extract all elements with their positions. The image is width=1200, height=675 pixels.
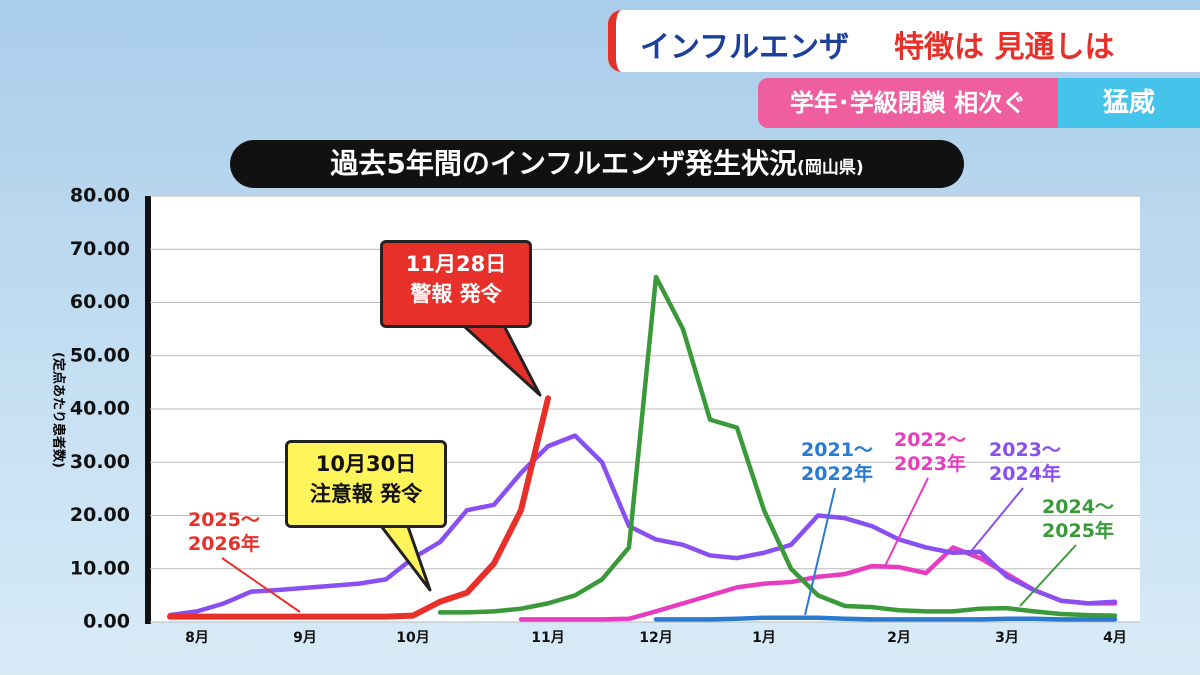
x-tick-label: 12月 [639, 630, 672, 646]
series-line [167, 433, 1118, 618]
x-tick-label: 10月 [396, 630, 429, 646]
leader-line [804, 487, 836, 616]
headline: インフルエンザ [640, 30, 850, 65]
headline-bar: インフルエンザ 特徴は 見通しは [608, 10, 1200, 72]
y-tick-label: 20.00 [70, 504, 130, 526]
y-tick-label: 70.00 [70, 238, 130, 260]
x-tick-label: 9月 [293, 630, 317, 646]
tag: 猛威 [1058, 78, 1200, 128]
leader-line [884, 477, 929, 567]
series-label: 2024～ 2025年 [1042, 496, 1114, 542]
chart-title-bar: 過去5年間のインフルエンザ発生状況(岡山県) [230, 140, 964, 188]
x-tick-label: 1月 [752, 630, 776, 646]
x-tick-label: 2月 [887, 630, 911, 646]
chart-subtitle: (岡山県) [797, 158, 864, 178]
leader-line [1019, 544, 1077, 607]
headline-sub: 特徴は 見通しは [894, 30, 1115, 65]
y-tick-label: 80.00 [70, 185, 130, 207]
callout: 10月30日 注意報 発令 [285, 440, 447, 528]
callout: 11月28日 警報 発令 [380, 240, 532, 328]
leader-line [967, 487, 1024, 556]
series-label: 2023～ 2024年 [989, 439, 1061, 485]
y-tick-label: 30.00 [70, 451, 130, 473]
y-tick-label: 60.00 [70, 291, 130, 313]
y-tick-label: 50.00 [70, 344, 130, 366]
chart-title: 過去5年間のインフルエンザ発生状況 [330, 147, 798, 180]
x-tick-label: 8月 [185, 630, 209, 646]
series-line [437, 274, 1118, 618]
y-axis-label: (定点あたり患者数) [51, 352, 67, 468]
x-tick-label: 3月 [995, 630, 1019, 646]
series-line [167, 395, 551, 620]
y-tick-label: 10.00 [70, 557, 130, 579]
x-tick-label: 4月 [1103, 630, 1127, 646]
series-label: 2021～ 2022年 [801, 439, 873, 485]
series-line [653, 615, 1118, 622]
x-tick-label: 11月 [531, 630, 564, 646]
leader-line [221, 557, 301, 613]
y-tick-label: 40.00 [70, 398, 130, 420]
series-label: 2025～ 2026年 [188, 509, 260, 555]
series-label: 2022～ 2023年 [894, 429, 966, 475]
subheadline: 学年･学級閉鎖 相次ぐ [758, 78, 1058, 128]
y-tick-label: 0.00 [83, 611, 130, 633]
